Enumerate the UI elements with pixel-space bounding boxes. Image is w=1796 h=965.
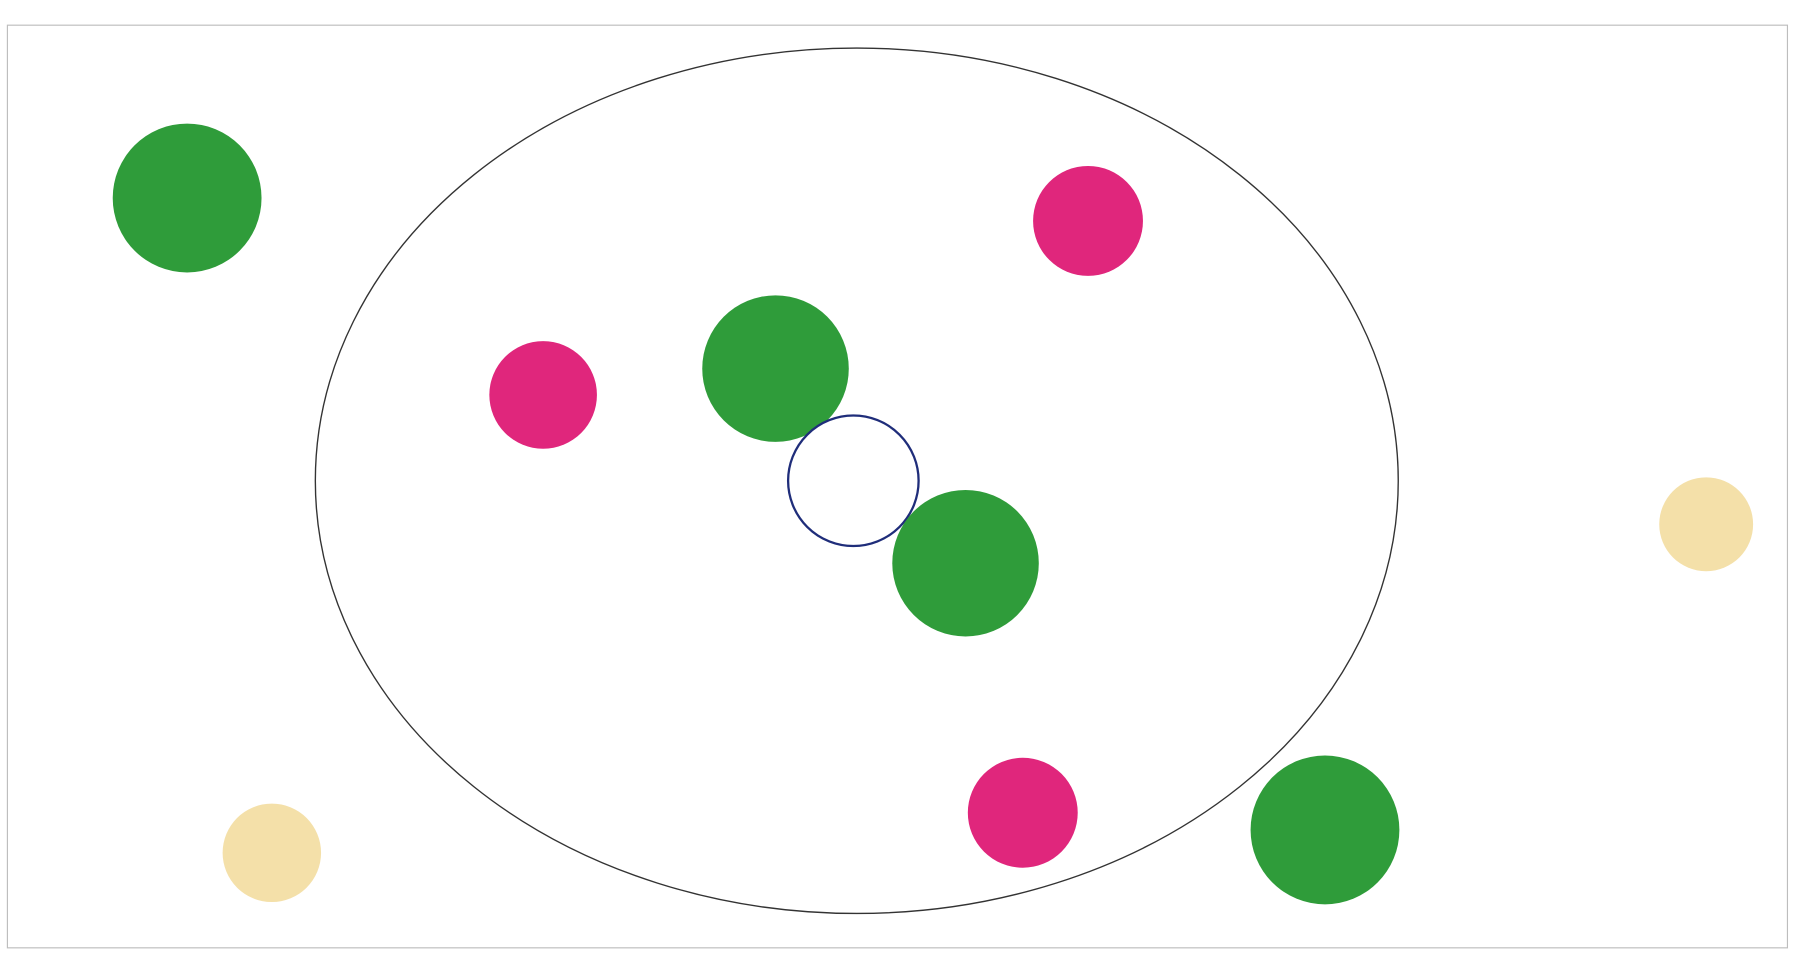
frame (6, 24, 1789, 949)
node (702, 295, 849, 442)
node (1659, 477, 1754, 572)
node (967, 757, 1078, 868)
node (1250, 755, 1400, 905)
center-node (786, 414, 920, 548)
boundary-ellipse (314, 47, 1399, 915)
node (112, 123, 262, 273)
node (489, 341, 597, 449)
nodes (112, 123, 1754, 905)
node (892, 489, 1039, 637)
node (1033, 165, 1143, 276)
node (222, 803, 322, 903)
